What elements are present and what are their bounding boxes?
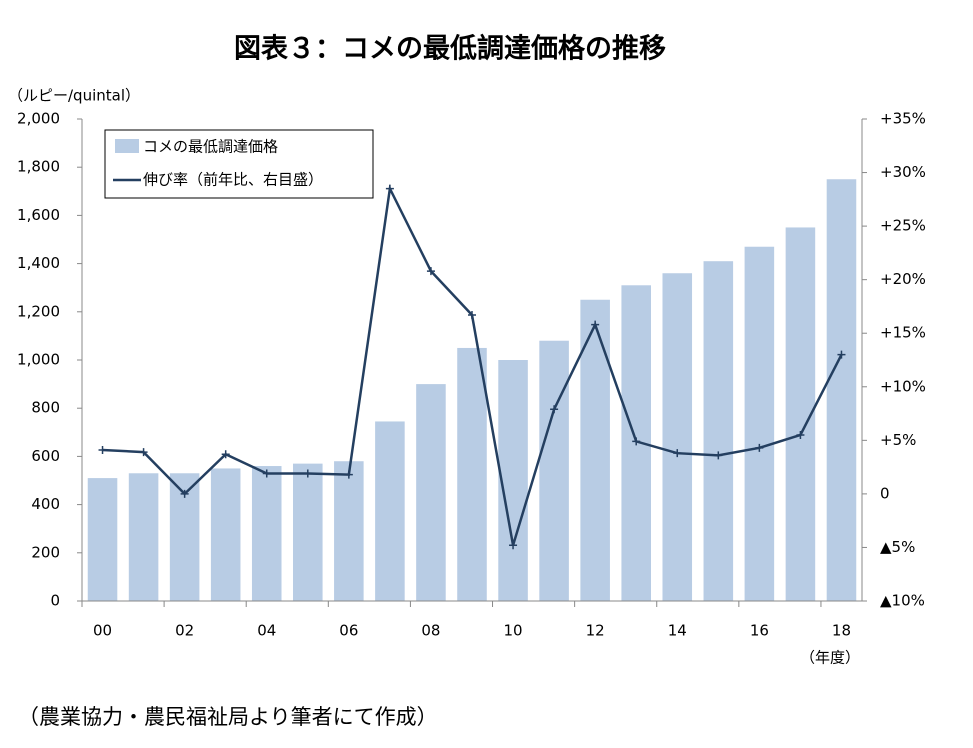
line-marker xyxy=(221,450,230,459)
line-marker xyxy=(673,449,682,458)
y2-tick-label: 0 xyxy=(880,484,890,502)
bar xyxy=(539,340,569,601)
y2-tick-label: +25% xyxy=(880,217,926,235)
line-marker xyxy=(262,469,271,478)
bar xyxy=(334,461,364,601)
y-tick-label: 400 xyxy=(31,495,60,513)
line-marker xyxy=(714,451,723,460)
bar xyxy=(498,360,528,601)
bar xyxy=(210,468,241,601)
y-tick-label: 800 xyxy=(31,399,60,417)
x-tick-label: 02 xyxy=(175,622,194,640)
line-marker xyxy=(837,350,846,359)
y-tick-label: 1,200 xyxy=(17,302,60,320)
line-marker xyxy=(426,267,435,276)
line-marker xyxy=(98,445,107,454)
y2-tick-label: ▲5% xyxy=(880,538,915,556)
line-marker xyxy=(303,469,312,478)
x-tick-label: 06 xyxy=(339,622,358,640)
line-marker xyxy=(468,311,476,320)
legend-label: 伸び率（前年比、右目盛） xyxy=(143,171,323,189)
y2-tick-label: +10% xyxy=(880,377,926,395)
x-tick-label: 00 xyxy=(93,622,112,640)
line-marker xyxy=(509,541,518,550)
y-tick-label: 1,800 xyxy=(17,158,60,176)
y-tick-label: 1,400 xyxy=(17,254,60,272)
y-tick-label: 1,600 xyxy=(17,206,60,224)
y-tick-label: 600 xyxy=(31,447,60,465)
bar xyxy=(251,466,282,601)
x-tick-label: 14 xyxy=(668,622,687,640)
line-marker xyxy=(139,448,148,457)
line-marker xyxy=(180,489,189,498)
bar xyxy=(416,384,446,601)
bar xyxy=(87,478,118,601)
x-axis-label: （年度） xyxy=(800,649,860,667)
y2-tick-label: ▲10% xyxy=(880,592,925,610)
x-tick-label: 16 xyxy=(750,622,769,640)
line-marker xyxy=(755,443,764,452)
bar xyxy=(293,463,323,601)
line-marker xyxy=(550,405,559,414)
y2-tick-label: +15% xyxy=(880,324,926,342)
chart-title: 図表３：コメの最低調達価格の推移 xyxy=(234,33,666,65)
y2-tick-label: +35% xyxy=(880,110,926,128)
y-axis-label: （ルピー/quintal） xyxy=(8,87,140,105)
x-tick-label: 04 xyxy=(257,622,276,640)
legend xyxy=(104,129,374,199)
x-tick-label: 12 xyxy=(586,622,605,640)
x-tick-label: 10 xyxy=(504,622,523,640)
x-tick-label: 18 xyxy=(832,622,851,640)
legend-swatch xyxy=(115,139,139,153)
bar xyxy=(744,246,775,602)
source: （農業協力・農民福祉局より筆者にて作成） xyxy=(18,705,438,729)
line-marker xyxy=(796,430,805,439)
bar xyxy=(457,347,487,601)
line-marker xyxy=(385,184,394,193)
y-tick-label: 1,000 xyxy=(17,351,60,369)
y2-tick-label: +5% xyxy=(880,431,916,449)
y-tick-label: 2,000 xyxy=(17,110,60,128)
y2-tick-label: +30% xyxy=(880,163,926,181)
bar xyxy=(703,261,734,601)
y-tick-label: 200 xyxy=(31,543,60,561)
bar xyxy=(826,179,857,601)
bar xyxy=(662,273,693,601)
line-marker xyxy=(632,437,641,446)
y-tick-label: 0 xyxy=(50,592,60,610)
legend-label: コメの最低調達価格 xyxy=(143,138,278,156)
x-tick-label: 08 xyxy=(421,622,440,640)
y2-tick-label: +20% xyxy=(880,270,926,288)
line-marker xyxy=(591,320,600,329)
bar xyxy=(128,473,159,601)
line-marker xyxy=(344,470,353,479)
bar xyxy=(375,421,405,601)
